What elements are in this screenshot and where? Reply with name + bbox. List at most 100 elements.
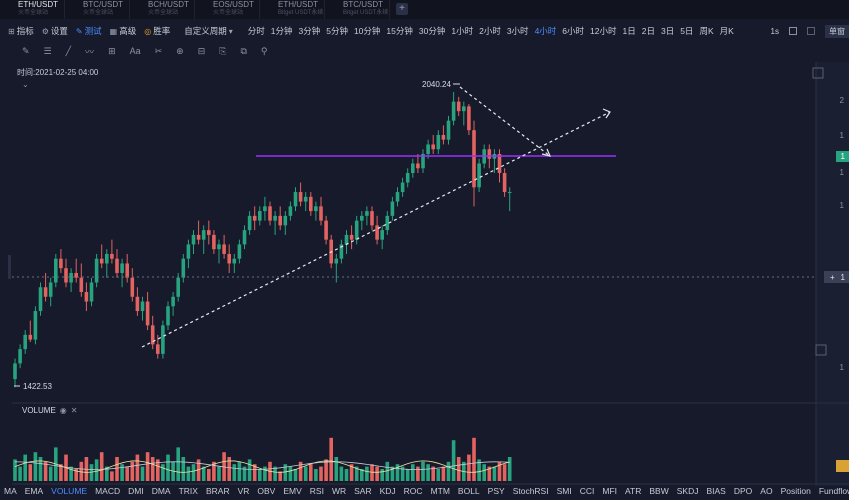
- draw-tool-icon-1[interactable]: ☰: [43, 45, 52, 56]
- indicator-kdj[interactable]: KDJ: [379, 486, 396, 496]
- indicator-boll[interactable]: BOLL: [457, 486, 480, 496]
- period-11[interactable]: 6小时: [562, 26, 585, 36]
- period-9[interactable]: 3小时: [506, 26, 529, 36]
- volume-bar: [441, 466, 446, 481]
- backtest-button[interactable]: ✎ 测试: [76, 25, 102, 37]
- candlestick-chart[interactable]: 2 1 1 1 1 2040.24 1422.53 1 + 1: [0, 62, 849, 500]
- period-1[interactable]: 1分钟: [270, 26, 293, 36]
- single-chart-button[interactable]: 单窗: [825, 24, 849, 38]
- custom-period-dropdown[interactable]: 自定义周期 ▾: [184, 25, 235, 37]
- period-13[interactable]: 1日: [622, 26, 636, 36]
- period-12[interactable]: 12小时: [590, 26, 617, 36]
- period-15[interactable]: 3日: [660, 26, 675, 36]
- tab-eth-usdt-bitget[interactable]: ETH/USDT Bitget USDT永续: [260, 0, 325, 19]
- indicator-mfi[interactable]: MFI: [602, 486, 617, 496]
- indicator-macd[interactable]: MACD: [95, 486, 121, 496]
- indicator-brar[interactable]: BRAR: [205, 486, 230, 496]
- tab-btc-usdt-huobi[interactable]: BTC/USDT 火币全球站: [65, 0, 130, 19]
- indicator-bias[interactable]: BIAS: [706, 486, 726, 496]
- chevron-down-icon[interactable]: ⌄: [22, 80, 29, 89]
- volume-bar: [207, 469, 211, 481]
- period-5[interactable]: 15分钟: [386, 26, 413, 36]
- one-second-button[interactable]: 1s: [770, 26, 779, 36]
- candle-body: [135, 296, 140, 312]
- layout-square-icon[interactable]: [789, 27, 797, 35]
- indicator-volume[interactable]: VOLUME: [51, 486, 88, 496]
- draw-tool-icon-10[interactable]: ⧉: [240, 45, 247, 56]
- period-18[interactable]: 月K: [719, 26, 734, 36]
- draw-tool-icon-7[interactable]: ⊕: [176, 45, 184, 56]
- volume-bar: [436, 469, 441, 481]
- tab-btc-usdt-bitget[interactable]: BTC/USDT Bitget USDT永续: [325, 0, 390, 19]
- indicator-trix[interactable]: TRIX: [178, 486, 198, 496]
- indicator-atr[interactable]: ATR: [625, 486, 642, 496]
- draw-tool-icon-6[interactable]: ✂: [154, 45, 163, 56]
- fullscreen-icon[interactable]: [807, 27, 815, 35]
- volume-bar: [482, 464, 486, 481]
- indicator-stochrsi[interactable]: StochRSI: [512, 486, 549, 496]
- tab-eos-usdt-huobi[interactable]: EOS/USDT 火币全球站: [195, 0, 260, 19]
- indicator-roc[interactable]: ROC: [403, 486, 423, 496]
- draw-tool-icon-11[interactable]: ⚲: [260, 45, 268, 56]
- indicator-bbw[interactable]: BBW: [649, 486, 669, 496]
- period-14[interactable]: 2日: [641, 26, 655, 36]
- period-7[interactable]: 1小时: [451, 26, 474, 36]
- tab-eth-usdt-huobi[interactable]: ETH/USDT 火币全球站: [0, 0, 65, 19]
- indicator-skdj[interactable]: SKDJ: [676, 486, 699, 496]
- indicator-emv[interactable]: EMV: [283, 486, 302, 496]
- tab-exchange: 火币全球站: [148, 10, 179, 16]
- add-tab-button[interactable]: +: [396, 3, 408, 15]
- indicator-obv[interactable]: OBV: [257, 486, 276, 496]
- tab-bch-usdt-huobi[interactable]: BCH/USDT 火币全球站: [130, 0, 195, 19]
- indicator-smi[interactable]: SMI: [556, 486, 572, 496]
- indicator-ao[interactable]: AO: [760, 486, 773, 496]
- tab-exchange: Bitget USDT永续: [343, 10, 389, 16]
- candle-body: [23, 334, 27, 350]
- indicator-dpo[interactable]: DPO: [733, 486, 753, 496]
- indicator-psy[interactable]: PSY: [487, 486, 505, 496]
- trend-line-down: [459, 86, 551, 157]
- period-selector: 分时 1分钟 3分钟 5分钟 10分钟 15分钟 30分钟 1小时 2小时 3小时 4小时 6小时 12…: [245, 25, 737, 37]
- draw-tool-icon-3[interactable]: 〰: [85, 46, 95, 57]
- period-6[interactable]: 30分钟: [418, 26, 446, 36]
- period-3[interactable]: 5分钟: [326, 26, 348, 36]
- period-16[interactable]: 5日: [680, 26, 694, 36]
- indicator-position[interactable]: Position: [780, 486, 811, 496]
- volume-bar: [319, 466, 323, 481]
- volume-bar: [89, 464, 94, 481]
- indicator-dmi[interactable]: DMI: [128, 486, 144, 496]
- winrate-button[interactable]: ◎ 胜率: [144, 25, 170, 37]
- period-8[interactable]: 2小时: [479, 26, 501, 36]
- indicator-fundflow[interactable]: Fundflow: [818, 486, 849, 496]
- indicator-mtm[interactable]: MTM: [430, 486, 450, 496]
- indicator-rsi[interactable]: RSI: [309, 486, 324, 496]
- settings-button[interactable]: ⚙ 设置: [42, 25, 68, 37]
- draw-tool-icon-4[interactable]: ⊞: [108, 45, 116, 56]
- draw-tool-icon-9[interactable]: ⎘: [219, 45, 227, 56]
- draw-tool-icon-2[interactable]: ╱: [65, 45, 72, 56]
- indicator-vr[interactable]: VR: [237, 486, 250, 496]
- tab-exchange: Bitget USDT永续: [278, 10, 324, 16]
- indicator-button[interactable]: ⊞ 指标: [8, 25, 34, 37]
- indicator-dma[interactable]: DMA: [151, 486, 171, 496]
- period-17[interactable]: 周K: [699, 26, 714, 36]
- close-icon[interactable]: ✕: [70, 406, 78, 415]
- indicator-ema[interactable]: EMA: [24, 486, 44, 496]
- advanced-button[interactable]: ▦ 高级: [110, 25, 137, 37]
- draw-tool-icon-0[interactable]: ✎: [22, 45, 30, 56]
- period-2[interactable]: 3分钟: [298, 26, 321, 36]
- candle-body: [416, 163, 420, 169]
- draw-tool-icon-8[interactable]: ⊟: [197, 45, 206, 56]
- volume-bar: [145, 452, 150, 481]
- candle-body: [405, 173, 410, 183]
- indicator-wr[interactable]: WR: [331, 486, 347, 496]
- draw-tool-icon-5[interactable]: Aa: [129, 46, 141, 56]
- candle-body: [207, 230, 211, 235]
- indicator-ma[interactable]: MA: [4, 486, 17, 496]
- eye-icon[interactable]: ◉: [59, 406, 67, 415]
- period-4[interactable]: 10分钟: [353, 26, 381, 36]
- indicator-sar[interactable]: SAR: [354, 486, 372, 496]
- indicator-cci[interactable]: CCI: [579, 486, 595, 496]
- period-10[interactable]: 4小时: [534, 26, 557, 36]
- period-0[interactable]: 分时: [247, 26, 265, 36]
